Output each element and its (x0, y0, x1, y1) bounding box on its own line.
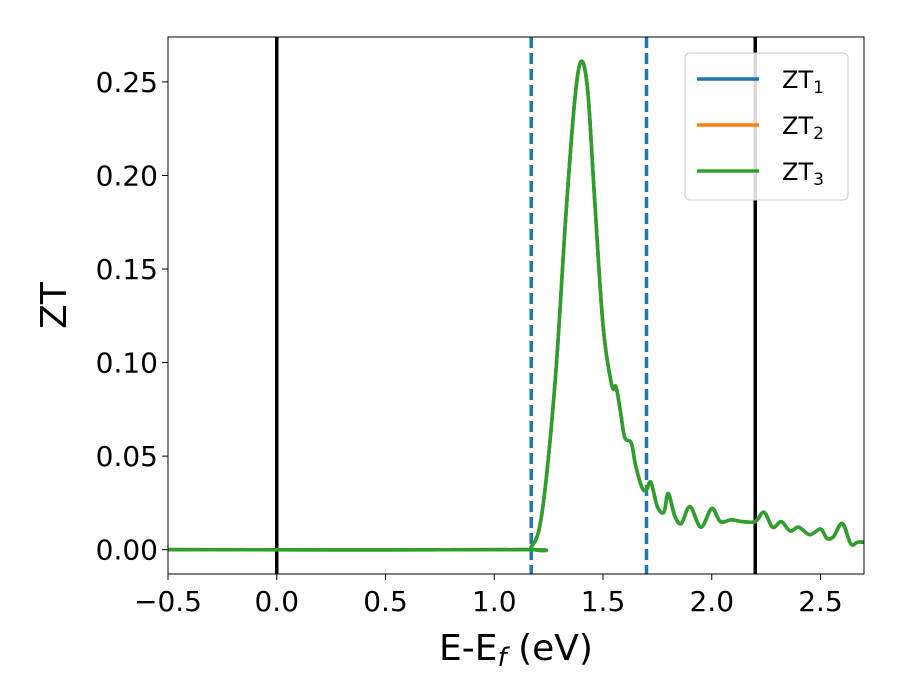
reference-lines (275, 37, 757, 574)
x-tick-label: 1.0 (472, 585, 517, 618)
y-tick-label: 0.20 (96, 159, 158, 192)
series-line-3 (167, 59, 865, 553)
legend-label: ZT1 (782, 66, 824, 98)
y-axis-title: ZT (34, 281, 75, 329)
y-tick-label: 0.10 (96, 347, 158, 380)
x-tick-label: 2.5 (798, 585, 843, 618)
series-lines (167, 59, 865, 553)
x-axis: −0.5 0.0 0.5 1.0 1.5 2.0 2.5 (134, 574, 843, 618)
legend-label: ZT3 (782, 158, 824, 190)
x-axis-title: E-Ef (eV) (439, 628, 593, 673)
x-axis-title-main: E-E (439, 628, 497, 669)
x-axis-title-unit: (eV) (507, 628, 593, 669)
x-tick-label: 2.0 (689, 585, 734, 618)
y-tick-label: 0.25 (96, 66, 158, 99)
legend-label: ZT2 (782, 112, 824, 144)
y-tick-label: 0.15 (96, 253, 158, 286)
x-tick-label: −0.5 (134, 585, 202, 618)
x-tick-label: 0.5 (363, 585, 408, 618)
legend-box (684, 52, 849, 201)
y-axis: 0.00 0.05 0.10 0.15 0.20 0.25 (96, 66, 168, 567)
y-tick-label: 0.05 (96, 440, 158, 473)
y-tick-label: 0.00 (96, 534, 158, 567)
x-tick-label: 0.0 (254, 585, 299, 618)
x-tick-label: 1.5 (581, 585, 626, 618)
plot-frame (167, 36, 865, 575)
legend: ZT1 ZT2 ZT3 (684, 52, 849, 201)
